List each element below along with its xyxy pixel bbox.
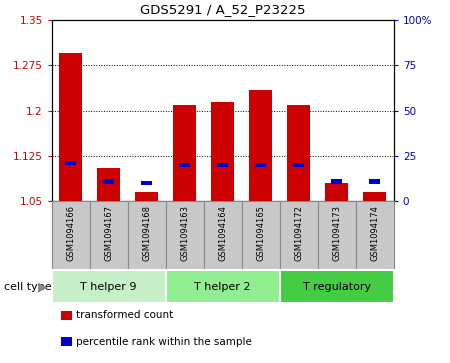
FancyBboxPatch shape xyxy=(52,270,166,303)
Bar xyxy=(255,163,266,167)
Text: ▶: ▶ xyxy=(38,280,47,293)
Text: GSM1094163: GSM1094163 xyxy=(180,205,189,261)
Bar xyxy=(97,168,120,201)
FancyBboxPatch shape xyxy=(280,270,394,303)
Text: GSM1094165: GSM1094165 xyxy=(256,205,265,261)
Bar xyxy=(65,161,77,166)
Text: GSM1094172: GSM1094172 xyxy=(294,205,303,261)
FancyBboxPatch shape xyxy=(128,201,166,270)
Text: T helper 2: T helper 2 xyxy=(194,282,251,292)
FancyBboxPatch shape xyxy=(242,201,280,270)
FancyBboxPatch shape xyxy=(166,201,204,270)
Text: GSM1094173: GSM1094173 xyxy=(332,205,341,261)
FancyBboxPatch shape xyxy=(204,201,242,270)
Text: percentile rank within the sample: percentile rank within the sample xyxy=(76,337,252,347)
Text: T helper 9: T helper 9 xyxy=(81,282,137,292)
Bar xyxy=(59,53,82,201)
Bar xyxy=(293,163,305,167)
Text: GSM1094166: GSM1094166 xyxy=(66,205,75,261)
Bar xyxy=(288,105,310,201)
FancyBboxPatch shape xyxy=(90,201,128,270)
Text: GSM1094168: GSM1094168 xyxy=(142,205,151,261)
FancyBboxPatch shape xyxy=(52,201,90,270)
Title: GDS5291 / A_52_P23225: GDS5291 / A_52_P23225 xyxy=(140,3,306,16)
Bar xyxy=(369,179,380,184)
FancyBboxPatch shape xyxy=(318,201,356,270)
Bar xyxy=(212,102,234,201)
Text: GSM1094174: GSM1094174 xyxy=(370,205,379,261)
Bar xyxy=(217,163,229,167)
Text: cell type: cell type xyxy=(4,282,52,292)
FancyBboxPatch shape xyxy=(356,201,394,270)
Bar xyxy=(179,163,190,167)
FancyBboxPatch shape xyxy=(166,270,280,303)
Text: GSM1094164: GSM1094164 xyxy=(218,205,227,261)
Bar xyxy=(363,192,386,201)
Bar xyxy=(103,179,114,184)
Text: transformed count: transformed count xyxy=(76,310,174,320)
Bar xyxy=(331,179,342,184)
Text: GSM1094167: GSM1094167 xyxy=(104,205,113,261)
Bar xyxy=(135,192,158,201)
Bar xyxy=(249,90,272,201)
Bar xyxy=(325,183,348,201)
Text: T regulatory: T regulatory xyxy=(303,282,371,292)
Bar xyxy=(173,105,196,201)
Bar xyxy=(141,181,153,185)
FancyBboxPatch shape xyxy=(280,201,318,270)
